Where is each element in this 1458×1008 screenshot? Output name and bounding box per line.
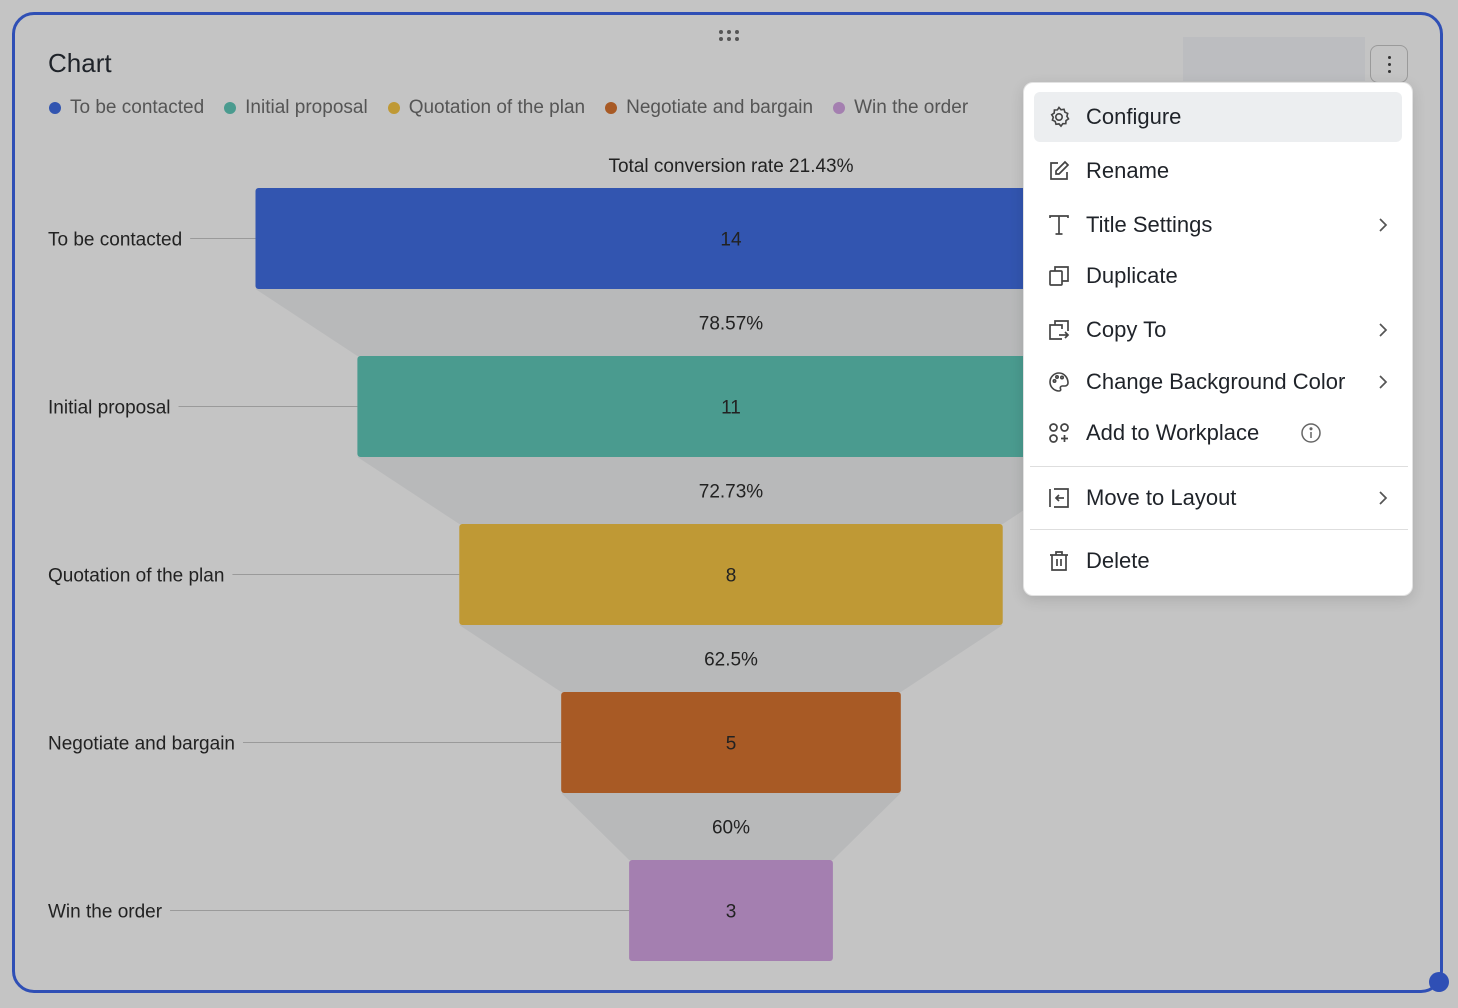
funnel-bar: [255, 188, 1207, 289]
chevron-right-icon: [1379, 375, 1388, 389]
menu-item-copy-to[interactable]: Copy To: [1034, 305, 1402, 355]
move-layout-icon: [1049, 488, 1069, 508]
conversion-rate-label: 60%: [712, 818, 750, 839]
menu-item-add-to-workplace[interactable]: Add to Workplace: [1034, 408, 1402, 458]
legend-item[interactable]: To be contacted: [49, 97, 204, 119]
funnel-connector: [357, 457, 1105, 524]
legend-label: To be contacted: [70, 97, 205, 118]
menu-item-label: Delete: [1086, 548, 1150, 573]
value-label: 11: [721, 398, 741, 419]
conversion-rate-label: 78.57%: [699, 314, 764, 335]
text-icon: [1049, 215, 1069, 235]
conversion-rate-label: 62.5%: [704, 650, 758, 671]
value-label: 5: [726, 734, 737, 755]
menu-item-delete[interactable]: Delete: [1034, 536, 1402, 586]
category-label: To be contacted: [48, 230, 182, 251]
category-label: Quotation of the plan: [48, 566, 224, 587]
toolbar-placeholder: [1183, 37, 1365, 81]
menu-item-change-background-color[interactable]: Change Background Color: [1034, 357, 1402, 407]
menu-item-label: Configure: [1086, 104, 1182, 129]
legend-label: Quotation of the plan: [408, 97, 586, 118]
chevron-right-icon: [1379, 323, 1388, 337]
resize-handle[interactable]: [1429, 972, 1449, 992]
legend-item[interactable]: Negotiate and bargain: [605, 97, 813, 119]
edit-icon: [1050, 160, 1070, 180]
drag-handle-icon[interactable]: [719, 29, 743, 43]
category-label: Negotiate and bargain: [48, 734, 235, 755]
menu-item-label: Change Background Color: [1086, 369, 1346, 394]
menu-item-label: Rename: [1086, 158, 1170, 183]
chart-legend: To be contacted Initial proposal Quotati…: [49, 97, 968, 119]
more-options-button[interactable]: [1370, 45, 1408, 83]
menu-item-label: Duplicate: [1086, 263, 1178, 288]
duplicate-icon: [1049, 266, 1069, 286]
legend-item[interactable]: Quotation of the plan: [387, 97, 586, 119]
funnel-chart: Total conversion rate 21.43% 78.57% 72.73%…: [48, 156, 1207, 961]
menu-item-label: Title Settings: [1086, 212, 1213, 237]
legend-label: Negotiate and bargain: [626, 97, 814, 118]
category-label: Initial proposal: [48, 398, 171, 419]
legend-dot-icon: [605, 102, 618, 114]
funnel-connector: [255, 289, 1207, 356]
palette-icon: [1049, 372, 1069, 392]
legend-dot-icon: [833, 102, 846, 114]
trash-icon: [1050, 551, 1068, 571]
legend-item[interactable]: Win the order: [833, 97, 968, 119]
workplace-icon: [1049, 423, 1069, 443]
copy-to-icon: [1049, 320, 1070, 340]
menu-item-rename[interactable]: Rename: [1034, 146, 1402, 196]
chart-title: Chart: [48, 48, 112, 78]
funnel-connector: [459, 625, 1003, 692]
menu-divider: [1030, 466, 1408, 467]
value-label: 8: [726, 566, 737, 587]
menu-item-configure[interactable]: Configure: [1034, 92, 1402, 142]
conversion-summary-label: Total conversion rate 21.43%: [608, 156, 853, 177]
legend-dot-icon: [387, 102, 400, 114]
menu-item-duplicate[interactable]: Duplicate: [1034, 251, 1402, 301]
menu-item-label: Move to Layout: [1086, 485, 1237, 510]
context-menu: Configure Rename Title Settings Duplicat…: [1023, 82, 1413, 596]
gear-icon: [1050, 106, 1070, 128]
funnel-bar: [561, 692, 901, 793]
funnel-bar: [357, 356, 1105, 457]
value-label: 3: [726, 902, 737, 923]
value-label: 14: [720, 230, 742, 251]
menu-item-label: Add to Workplace: [1086, 420, 1260, 445]
legend-dot-icon: [49, 102, 61, 114]
category-label: Win the order: [48, 902, 163, 923]
chevron-right-icon: [1379, 218, 1388, 232]
legend-item[interactable]: Initial proposal: [224, 97, 368, 119]
conversion-rate-label: 72.73%: [699, 482, 764, 503]
legend-label: Initial proposal: [245, 97, 368, 118]
funnel-bar: [629, 860, 833, 961]
funnel-connector: [561, 793, 901, 860]
menu-divider: [1030, 529, 1408, 530]
legend-dot-icon: [224, 102, 237, 114]
menu-item-title-settings[interactable]: Title Settings: [1034, 200, 1402, 250]
info-icon[interactable]: [1300, 422, 1322, 444]
menu-item-move-to-layout[interactable]: Move to Layout: [1034, 473, 1402, 523]
funnel-bar: [459, 524, 1003, 625]
chevron-right-icon: [1379, 491, 1388, 505]
legend-label: Win the order: [854, 97, 969, 118]
menu-item-label: Copy To: [1086, 317, 1167, 342]
